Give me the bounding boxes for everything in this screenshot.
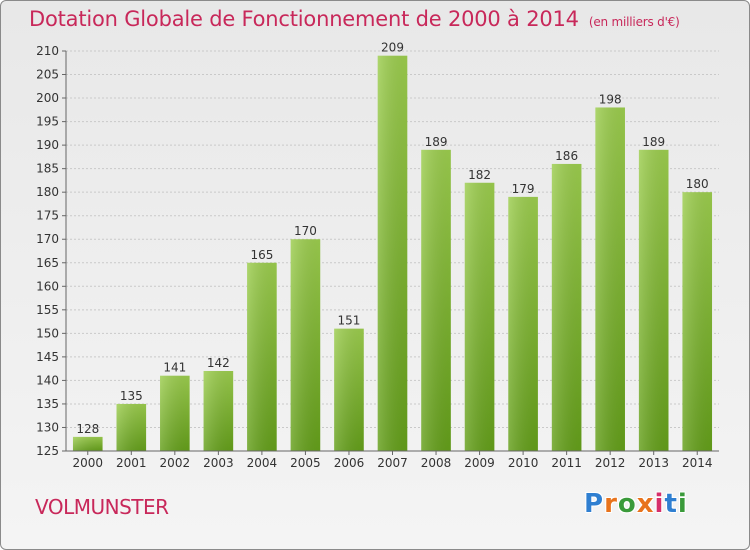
y-tick-label: 145 bbox=[36, 350, 59, 364]
y-tick-label: 205 bbox=[36, 68, 59, 82]
bar-value-label: 151 bbox=[338, 314, 361, 328]
logo-letter: r bbox=[604, 489, 618, 519]
bar-value-label: 198 bbox=[599, 92, 622, 106]
y-tick-label: 130 bbox=[36, 420, 59, 434]
y-tick-label: 135 bbox=[36, 397, 59, 411]
bar-value-label: 189 bbox=[425, 135, 448, 149]
bar-value-label: 186 bbox=[555, 149, 578, 163]
bar-highlight bbox=[464, 182, 495, 451]
logo-letter: o bbox=[617, 489, 637, 519]
place-name: VOLMUNSTER bbox=[35, 495, 169, 519]
y-tick-label: 180 bbox=[36, 185, 59, 199]
x-tick-label: 2000 bbox=[72, 456, 103, 470]
y-tick-label: 185 bbox=[36, 162, 59, 176]
bar-value-label: 179 bbox=[512, 182, 535, 196]
bar-highlight bbox=[638, 149, 669, 451]
bar-value-label: 180 bbox=[686, 177, 709, 191]
x-tick-label: 2003 bbox=[203, 456, 234, 470]
bar-highlight bbox=[682, 192, 713, 452]
bar-value-label: 165 bbox=[250, 248, 273, 262]
bar-highlight bbox=[160, 375, 190, 451]
y-tick-label: 200 bbox=[36, 91, 59, 105]
y-tick-label: 155 bbox=[36, 303, 59, 317]
bar-value-label: 182 bbox=[468, 168, 491, 182]
bar-highlight bbox=[421, 149, 451, 451]
bar-value-label: 141 bbox=[163, 361, 186, 375]
bar-value-label: 135 bbox=[120, 389, 143, 403]
y-tick-label: 125 bbox=[36, 444, 59, 458]
logo-letter: P bbox=[584, 489, 605, 519]
y-tick-label: 195 bbox=[36, 115, 59, 129]
logo-letter: i bbox=[654, 489, 665, 519]
x-tick-label: 2008 bbox=[421, 456, 452, 470]
bar-highlight bbox=[334, 328, 364, 451]
bar-highlight bbox=[551, 163, 582, 452]
x-tick-label: 2002 bbox=[160, 456, 191, 470]
y-tick-label: 160 bbox=[36, 279, 59, 293]
y-tick-label: 165 bbox=[36, 256, 59, 270]
y-tick-label: 170 bbox=[36, 232, 59, 246]
x-tick-label: 2004 bbox=[247, 456, 278, 470]
logo-letter: i bbox=[677, 489, 688, 519]
x-tick-label: 2012 bbox=[595, 456, 626, 470]
y-axis-ticks: 125 130 135 140 145 150 155 160 165 170 175 180 185 1… bbox=[36, 44, 66, 458]
chart-title: Dotation Globale de Fonctionnement de 20… bbox=[29, 7, 680, 31]
chart-subtitle: (en milliers d'€) bbox=[588, 15, 680, 29]
x-tick-label: 2010 bbox=[508, 456, 539, 470]
x-tick-label: 2005 bbox=[290, 456, 321, 470]
x-tick-label: 2007 bbox=[377, 456, 408, 470]
bar-value-label: 209 bbox=[381, 41, 404, 55]
bar-highlight bbox=[247, 262, 277, 451]
x-tick-label: 2001 bbox=[116, 456, 147, 470]
bar-highlight bbox=[508, 196, 538, 451]
y-tick-label: 150 bbox=[36, 326, 59, 340]
logo-letter: t bbox=[664, 489, 678, 519]
x-axis-ticks: 2000 2001 2002 2003 2004 2005 2006 2007 2008 2009… bbox=[72, 451, 713, 470]
y-tick-label: 190 bbox=[36, 138, 59, 152]
bar-highlight bbox=[116, 403, 147, 451]
x-tick-label: 2014 bbox=[682, 456, 713, 470]
bars: 128 135 141 142 165 170 151 209 189 182 179 186 198 1… bbox=[72, 41, 713, 452]
bar-highlight bbox=[203, 371, 234, 451]
bar-value-label: 142 bbox=[207, 356, 230, 370]
bar-value-label: 170 bbox=[294, 224, 317, 238]
x-tick-label: 2009 bbox=[464, 456, 495, 470]
bar-highlight bbox=[377, 55, 408, 452]
y-tick-label: 175 bbox=[36, 209, 59, 223]
x-tick-label: 2011 bbox=[551, 456, 582, 470]
logo-letter: x bbox=[636, 489, 655, 519]
bar-highlight bbox=[290, 239, 321, 451]
x-tick-label: 2006 bbox=[334, 456, 365, 470]
y-tick-label: 210 bbox=[36, 44, 59, 58]
bar-value-label: 128 bbox=[76, 422, 99, 436]
bar-highlight bbox=[72, 436, 103, 451]
bar-highlight bbox=[595, 107, 625, 452]
proxiti-logo: Proxiti bbox=[584, 489, 688, 519]
chart-title-text: Dotation Globale de Fonctionnement de 20… bbox=[29, 7, 579, 31]
bar-value-label: 189 bbox=[642, 135, 665, 149]
y-tick-label: 140 bbox=[36, 373, 59, 387]
x-tick-label: 2013 bbox=[638, 456, 669, 470]
